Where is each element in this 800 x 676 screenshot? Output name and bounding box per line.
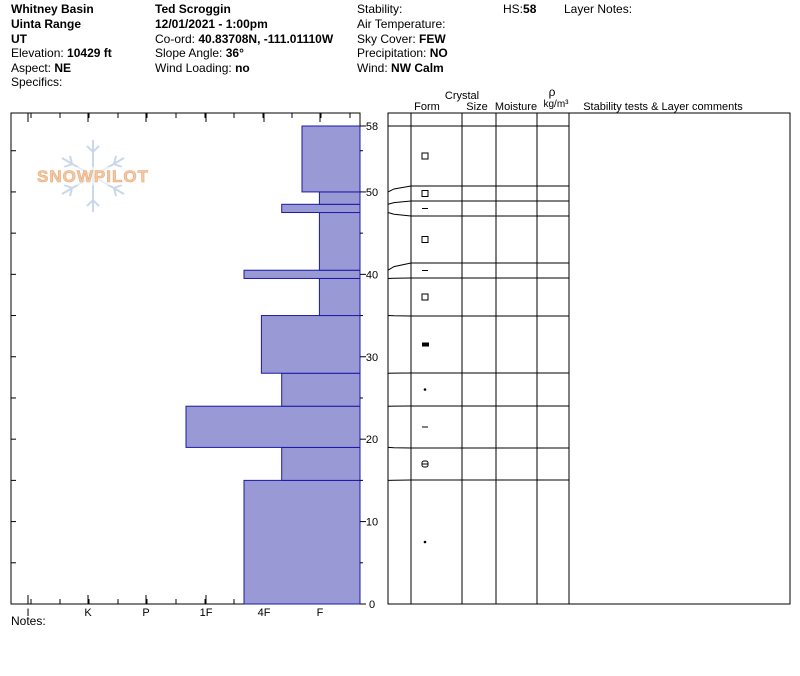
depth-tick-label: 10	[366, 517, 378, 529]
sky-row: Sky Cover: FEW	[357, 32, 446, 47]
precip-row: Precipitation: NO	[357, 46, 448, 61]
stability-label: Stability:	[357, 2, 403, 16]
layer-bar-2	[185, 405, 361, 448]
snowpilot-logo: SNOWPILOT	[31, 140, 155, 212]
size-header: Size	[466, 101, 487, 113]
wind-loading-value: no	[235, 61, 250, 75]
sky-value: FEW	[419, 32, 446, 46]
depth-axis: 0 10 20 30 40 50 58	[360, 121, 378, 611]
hardness-tick-label: 4F	[258, 607, 271, 619]
boundary-connector	[387, 185, 412, 193]
wind-label: Wind:	[357, 61, 388, 75]
coord-row: Co-ord: 40.83708N, -111.01110W	[155, 32, 333, 47]
layer-bar-6	[243, 269, 361, 279]
depth-tick-label: 40	[366, 269, 378, 281]
hs-label: HS:	[503, 2, 524, 16]
layer-bar-4	[260, 315, 361, 374]
wind-row: Wind: NW Calm	[357, 61, 444, 76]
precip-label: Precipitation:	[357, 46, 427, 60]
bottom-ticks: I K P 1F 4F F	[26, 595, 351, 619]
sky-label: Sky Cover:	[357, 32, 416, 46]
table-rows	[411, 125, 569, 605]
top-ticks	[11, 113, 351, 605]
crystal-header: Crystal	[445, 90, 479, 102]
solid-square-symbol	[422, 342, 429, 347]
layer-bar-0	[243, 479, 361, 605]
aspect-row: Aspect: NE	[11, 61, 71, 76]
date-time: 12/01/2021 - 1:00pm	[155, 17, 268, 31]
elevation-value: 10429 ft	[67, 46, 112, 60]
aspect-value: NE	[54, 61, 72, 75]
form-symbols	[421, 152, 429, 544]
hardness-tick-label: F	[317, 607, 324, 619]
state-name: UT	[11, 32, 27, 46]
precip-value: NO	[429, 46, 448, 60]
aspect-label: Aspect:	[11, 61, 52, 75]
observer-name: Ted Scroggin	[155, 2, 231, 16]
slope-row: Slope Angle: 36°	[155, 46, 244, 61]
layer-bar-5	[318, 277, 361, 317]
faceted-square-symbol	[421, 293, 429, 301]
layer-notes-label: Layer Notes:	[564, 2, 633, 16]
layer-bar-10	[301, 125, 361, 193]
layer-bar-1	[281, 446, 361, 481]
notes-label: Notes:	[11, 614, 46, 628]
slope-label: Slope Angle:	[155, 46, 223, 60]
layer-table-frame	[387, 112, 791, 605]
hardness-tick-label: P	[142, 607, 149, 619]
coord-value: 40.83708N, -111.01110W	[198, 32, 334, 46]
depth-tick-label: 20	[366, 434, 378, 446]
layer-bar-8	[281, 203, 361, 214]
dot-symbol	[423, 388, 427, 391]
faceted-square-symbol	[421, 190, 429, 197]
comments-header: Stability tests & Layer comments	[583, 101, 743, 113]
form-header: Form	[414, 101, 440, 113]
coord-label: Co-ord:	[155, 32, 196, 46]
hs-value: 58	[523, 2, 537, 16]
hs-row: HS:58	[503, 2, 536, 17]
location-name: Whitney Basin	[11, 2, 94, 16]
logo-text: SNOWPILOT	[37, 167, 149, 186]
layer-bar-9	[318, 191, 361, 205]
boundary-connector	[387, 446, 412, 449]
wind-loading-row: Wind Loading: no	[155, 61, 250, 76]
layer-bar-3	[281, 372, 361, 407]
slope-value: 36°	[225, 46, 244, 60]
layer-bar-7	[318, 212, 361, 271]
hardness-tick-label: K	[84, 607, 92, 619]
wind-loading-label: Wind Loading:	[155, 61, 232, 75]
boundary-connector	[387, 200, 412, 205]
wind-value: NW Calm	[391, 61, 444, 75]
dot-symbol	[423, 540, 427, 544]
elevation-label: Elevation:	[11, 46, 64, 60]
layer-bars	[185, 125, 361, 605]
rho-header: ρ	[549, 85, 556, 99]
range-name: Uinta Range	[11, 17, 82, 31]
moisture-header: Moisture	[495, 101, 537, 113]
depth-tick-label: 58	[366, 121, 378, 133]
air-temp-label: Air Temperature:	[357, 17, 446, 31]
depth-tick-label: 0	[369, 599, 375, 611]
boundary-connector	[387, 262, 412, 271]
boundary-connector	[387, 212, 412, 217]
rho-unit-header: kg/m³	[544, 99, 570, 110]
hardness-tick-label: 1F	[200, 607, 213, 619]
elevation-row: Elevation: 10429 ft	[11, 46, 112, 61]
layer-connectors	[387, 125, 412, 605]
hardness-tick-label: I	[26, 607, 29, 619]
faceted-square-symbol	[421, 152, 429, 160]
depth-tick-label: 50	[366, 187, 378, 199]
depth-tick-label: 30	[366, 352, 378, 364]
faceted-square-symbol	[421, 236, 429, 243]
specifics-label: Specifics:	[11, 75, 63, 89]
